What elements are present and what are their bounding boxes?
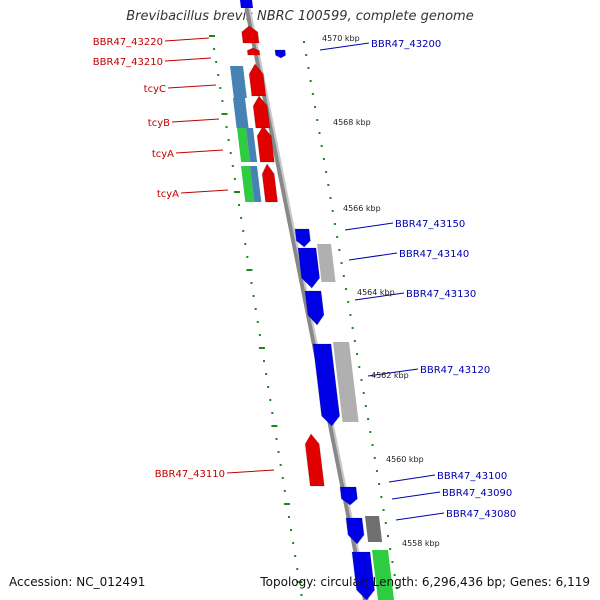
gene-features (230, 0, 394, 600)
leader-line (354, 292, 405, 301)
gene-arrow-reverse (297, 247, 321, 289)
cog-block (237, 128, 251, 162)
gene-arrow-reverse (351, 551, 376, 600)
leader-line (226, 469, 275, 474)
gene-label-forward: BBR47_43210 (93, 57, 163, 68)
leader-line (391, 491, 441, 500)
cog-block (365, 516, 383, 542)
gene-label-reverse: BBR47_43140 (399, 249, 469, 260)
leader-line (164, 37, 210, 42)
gene-arrow-forward (241, 25, 260, 44)
scale-label: 4560 kbp (386, 455, 424, 464)
gene-arrow-reverse (345, 517, 365, 545)
leader-line (395, 512, 445, 521)
scale-label: 4558 kbp (402, 539, 440, 548)
scale-label: 4564 kbp (357, 288, 395, 297)
leader-line (175, 149, 224, 154)
cog-block (241, 166, 255, 202)
gene-arrow-forward (261, 163, 279, 203)
leader-line (171, 118, 220, 123)
cog-block (230, 66, 247, 98)
gene-arrow-forward (248, 63, 267, 97)
gene-arrow-forward (252, 95, 271, 129)
gene-label-forward: tcyA (152, 149, 174, 160)
gene-arrow-forward (256, 125, 275, 163)
gene-label-reverse: BBR47_43100 (437, 471, 507, 482)
gene-label-forward: BBR47_43110 (155, 469, 225, 480)
scale-label: 4562 kbp (371, 371, 409, 380)
gene-label-reverse: BBR47_43080 (446, 509, 516, 520)
gene-label-forward: BBR47_43220 (93, 37, 163, 48)
gene-label-reverse: BBR47_43130 (406, 289, 476, 300)
gene-label-forward: tcyA (157, 189, 179, 200)
scale-label: 4570 kbp (322, 34, 360, 43)
cog-block (333, 342, 359, 422)
leader-line (344, 222, 394, 231)
leader-line (388, 474, 436, 483)
leader-line (319, 42, 370, 51)
gene-arrow-forward (246, 47, 261, 56)
gene-label-forward: tcyB (148, 118, 170, 129)
cog-block (233, 98, 249, 128)
leader-line (167, 84, 217, 89)
leader-line (180, 189, 229, 194)
gene-label-forward: tcyC (144, 84, 166, 95)
cog-block (250, 166, 262, 202)
gene-label-reverse: BBR47_43200 (371, 39, 441, 50)
gene-label-reverse: BBR47_43090 (442, 488, 512, 499)
leader-line (164, 57, 212, 62)
cog-block (246, 128, 258, 162)
leader-line (348, 252, 398, 261)
cog-block (317, 244, 336, 282)
gene-arrow-reverse (312, 343, 341, 427)
right-tick-column (303, 41, 398, 589)
leader-line (367, 368, 419, 377)
gene-arrow-reverse (304, 290, 325, 326)
gene-label-reverse: BBR47_43120 (420, 365, 490, 376)
genome-summary-text: Topology: circular; Length: 6,296,436 bp… (260, 575, 590, 589)
gene-arrow-reverse (294, 228, 311, 248)
scale-label: 4568 kbp (333, 118, 371, 127)
gene-arrow-reverse (240, 0, 253, 8)
gene-arrow-reverse (274, 49, 287, 59)
gene-label-reverse: BBR47_43150 (395, 219, 465, 230)
gene-arrow-forward (304, 433, 325, 487)
map-title: Brevibacillus brevis NBRC 100599, comple… (126, 9, 474, 24)
gene-labels: BBR47_43220 BBR47_43210 tcyC tcyB tcyA tcyA BB… (93, 37, 516, 521)
scale-labels: 4570 kbp 4568 kbp 4566 kbp 4564 kbp 4562 kbp… (322, 34, 440, 548)
cog-block (372, 550, 394, 600)
left-tick-column (209, 35, 303, 596)
accession-text: Accession: NC_012491 (9, 575, 146, 589)
scale-label: 4566 kbp (343, 204, 381, 213)
gene-arrow-reverse (339, 486, 358, 506)
